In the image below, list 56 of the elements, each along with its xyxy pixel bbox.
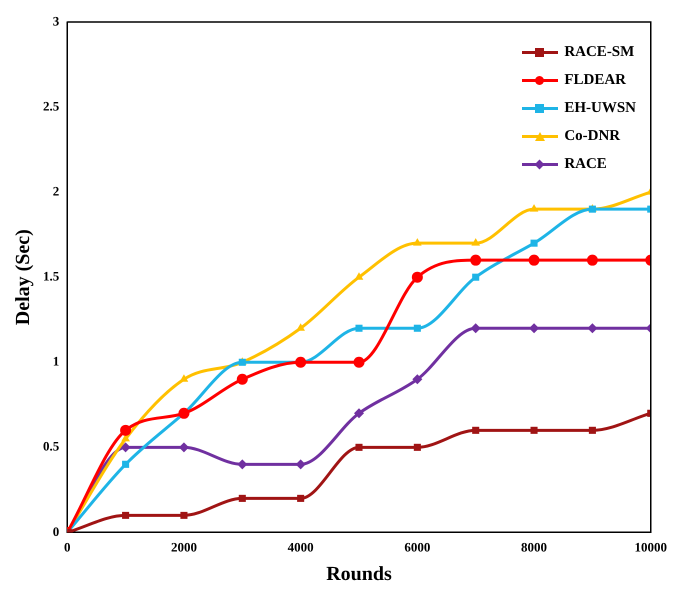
x-axis-title: Rounds <box>326 563 392 586</box>
y-axis-title: Delay (Sec) <box>12 229 34 326</box>
legend-label: Co-DNR <box>564 128 620 144</box>
point <box>530 204 538 212</box>
point <box>178 442 189 452</box>
point <box>414 324 421 332</box>
x-tick-label: 6000 <box>404 540 430 555</box>
point <box>354 408 364 418</box>
x-tick-label: 2000 <box>170 540 197 555</box>
x-tick-label: 10000 <box>634 540 667 555</box>
point <box>414 444 421 451</box>
point <box>529 323 540 334</box>
point <box>530 426 538 434</box>
point <box>180 512 188 519</box>
y-tick-label: 0 <box>52 524 60 539</box>
point <box>471 238 480 246</box>
point <box>355 444 363 451</box>
point <box>120 442 131 452</box>
legend-label: RACE-SM <box>564 44 634 60</box>
point <box>296 459 306 470</box>
point <box>236 374 248 385</box>
legend-label: RACE <box>564 156 607 172</box>
point <box>588 426 596 434</box>
point <box>586 254 598 266</box>
point <box>587 323 598 334</box>
point <box>472 426 480 434</box>
point <box>296 323 305 331</box>
point <box>354 356 364 368</box>
legend-label: FLDEAR <box>564 72 626 88</box>
point <box>355 324 363 332</box>
point <box>528 254 540 266</box>
y-tick-label: 1.5 <box>43 268 60 284</box>
y-tick-label: 2.5 <box>43 98 60 114</box>
point <box>180 374 188 382</box>
point <box>238 494 246 502</box>
y-tick-label: 2 <box>52 183 60 198</box>
point <box>122 512 130 519</box>
x-tick-label: 8000 <box>521 540 548 555</box>
point <box>472 274 480 281</box>
y-tick-label: 1 <box>52 354 60 369</box>
point <box>470 254 482 266</box>
y-tick-label: 0.5 <box>43 438 60 454</box>
point <box>122 460 130 468</box>
point <box>297 494 304 502</box>
point <box>530 240 538 247</box>
point <box>237 459 248 470</box>
x-tick-label: 0 <box>64 540 70 555</box>
point <box>120 424 132 436</box>
point <box>412 374 422 384</box>
point <box>354 272 364 280</box>
x-tick-label: 4000 <box>288 540 314 555</box>
point <box>470 323 481 334</box>
y-tick-label: 3 <box>52 13 60 28</box>
point <box>412 272 423 283</box>
point <box>413 238 422 246</box>
legend-label: EH-UWSN <box>564 100 636 116</box>
